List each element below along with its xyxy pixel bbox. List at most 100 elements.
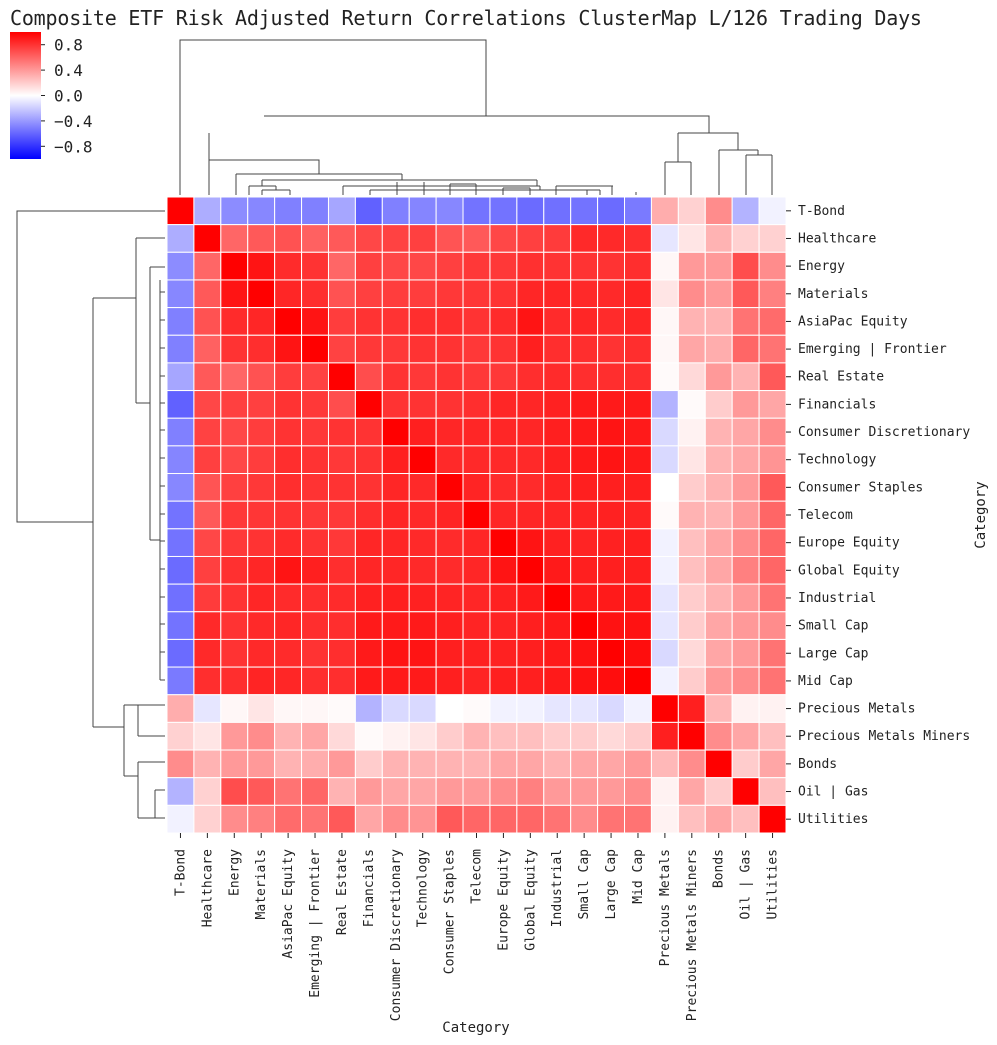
dendro-row-link-top	[16, 210, 165, 523]
heatmap-cell	[166, 500, 195, 530]
heatmap-cell	[462, 390, 491, 419]
heatmap-cell	[543, 638, 572, 668]
heatmap-cell	[570, 611, 599, 640]
heatmap-cell	[516, 473, 545, 502]
heatmap-cell	[462, 500, 491, 530]
heatmap-cell	[731, 224, 760, 253]
heatmap-cell	[758, 777, 787, 806]
heatmap-cell	[247, 583, 276, 613]
dendro-col-link-e5	[396, 182, 637, 195]
heatmap-cell	[381, 666, 410, 696]
heatmap-cell	[704, 390, 733, 419]
heatmap-cell	[570, 666, 599, 696]
heatmap-cell	[193, 611, 222, 640]
heatmap-cell	[462, 362, 491, 392]
heatmap-cell	[704, 528, 733, 557]
heatmap-cell	[624, 721, 652, 751]
heatmap-cell	[274, 251, 303, 281]
heatmap-cell	[516, 749, 545, 779]
heatmap-cell	[220, 279, 249, 309]
heatmap-cell	[731, 473, 760, 502]
heatmap-cell	[301, 362, 329, 392]
dendro-row-link-main	[92, 297, 136, 728]
heatmap-cell	[597, 251, 626, 281]
heatmap-cell	[408, 721, 437, 751]
heatmap-cell	[220, 417, 249, 447]
heatmap-cell	[731, 445, 760, 475]
row-tick-labels: T-Bond Healthcare Energy Materials AsiaPac E…	[786, 204, 970, 827]
heatmap-cell	[274, 777, 303, 806]
heatmap-cell	[704, 251, 733, 281]
heatmap-cell	[274, 196, 303, 226]
heatmap-cell	[570, 694, 599, 723]
heatmap-cell	[193, 334, 222, 364]
heatmap-cell	[166, 251, 195, 281]
heatmap-cell	[247, 555, 276, 585]
heatmap-cell	[516, 777, 545, 806]
heatmap-cell	[731, 417, 760, 447]
heatmap-cell	[435, 694, 464, 723]
heatmap-cell	[704, 721, 733, 751]
heatmap-cell	[462, 804, 491, 834]
heatmap-cell	[462, 583, 491, 613]
heatmap-cell	[570, 362, 599, 392]
row-label: Industrial	[798, 591, 876, 606]
heatmap-cell	[301, 721, 329, 751]
heatmap-cell	[570, 638, 599, 668]
heatmap-cell	[650, 417, 679, 447]
heatmap-cell	[274, 638, 303, 668]
dendro-col-link-em	[248, 185, 291, 195]
dendro-row-link-e2	[149, 266, 165, 541]
heatmap-cell	[597, 749, 626, 779]
heatmap-cell	[381, 445, 410, 475]
heatmap-cell	[408, 500, 437, 530]
heatmap-cell	[247, 473, 276, 502]
heatmap-cell	[327, 224, 356, 253]
heatmap-cell	[650, 334, 679, 364]
heatmap-cell	[166, 583, 195, 613]
column-label: AsiaPac Equity	[281, 849, 296, 959]
heatmap-cell	[166, 528, 195, 557]
heatmap-cell	[327, 583, 356, 613]
dendro-col-link-bou	[718, 149, 773, 195]
heatmap-cell	[543, 196, 572, 226]
row-label: Technology	[798, 453, 876, 468]
heatmap-cell	[354, 334, 383, 364]
heatmap-cell	[543, 611, 572, 640]
row-label: Consumer Staples	[798, 480, 923, 495]
heatmap-cell	[274, 694, 303, 723]
row-label: Precious Metals Miners	[798, 729, 970, 744]
heatmap-cell	[327, 307, 356, 336]
heatmap-cell	[381, 749, 410, 779]
row-label: Materials	[798, 287, 868, 302]
heatmap-cell	[677, 445, 706, 475]
heatmap-cell	[624, 334, 652, 364]
heatmap-cell	[220, 804, 249, 834]
heatmap-cell	[327, 777, 356, 806]
heatmap-cell	[247, 638, 276, 668]
dendro-row-link-other	[123, 704, 138, 777]
heatmap-cell	[570, 224, 599, 253]
heatmap-cell	[650, 279, 679, 309]
heatmap-cell	[650, 500, 679, 530]
heatmap-cell	[354, 638, 383, 668]
heatmap-cell	[624, 611, 652, 640]
heatmap-cell	[274, 279, 303, 309]
heatmap-cell	[408, 694, 437, 723]
heatmap-cell	[677, 555, 706, 585]
heatmap-cell	[570, 417, 599, 447]
heatmap-cell	[220, 611, 249, 640]
chart-title: Composite ETF Risk Adjusted Return Corre…	[10, 6, 922, 30]
heatmap-cell	[301, 666, 329, 696]
heatmap-cell	[193, 390, 222, 419]
heatmap-cell	[247, 417, 276, 447]
heatmap-cell	[166, 334, 195, 364]
heatmap-cell	[166, 279, 195, 309]
heatmap-cell	[624, 583, 652, 613]
heatmap-cell	[327, 666, 356, 696]
heatmap-cell	[624, 749, 652, 779]
heatmap-cell	[408, 749, 437, 779]
heatmap-cell	[327, 694, 356, 723]
heatmap-cell	[543, 473, 572, 502]
heatmap-cell	[166, 611, 195, 640]
